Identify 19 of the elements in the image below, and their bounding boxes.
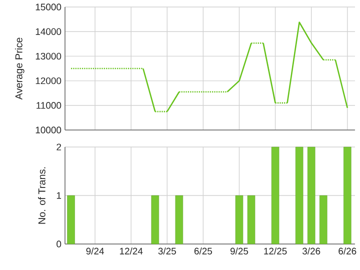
- y-axis-title: Average Price: [15, 38, 24, 100]
- x-tick-label: 9/24: [86, 248, 104, 254]
- y-tick-label: 0: [56, 240, 62, 248]
- y-tick-label: 1: [56, 192, 62, 199]
- x-tick-label: 9/25: [230, 248, 248, 254]
- x-tick-label: 6/25: [194, 248, 212, 254]
- y-tick-label: 12000: [36, 77, 62, 84]
- y-tick-label: 13000: [36, 52, 62, 60]
- x-tick-label: 12/24: [120, 248, 143, 254]
- x-tick-label: 12/25: [264, 248, 287, 254]
- y-tick-label: 10000: [36, 126, 62, 134]
- y-tick-label: 15000: [36, 4, 62, 10]
- y-tick-label: 14000: [36, 28, 62, 35]
- y-tick-label: 11000: [36, 102, 62, 109]
- y-tick-label: 2: [56, 144, 62, 150]
- x-tick-label: 3/25: [158, 248, 176, 254]
- x-tick-label: 6/26: [338, 248, 356, 254]
- x-tick-label: 3/26: [302, 248, 320, 254]
- y-axis-title: No. of Trans.: [38, 167, 46, 224]
